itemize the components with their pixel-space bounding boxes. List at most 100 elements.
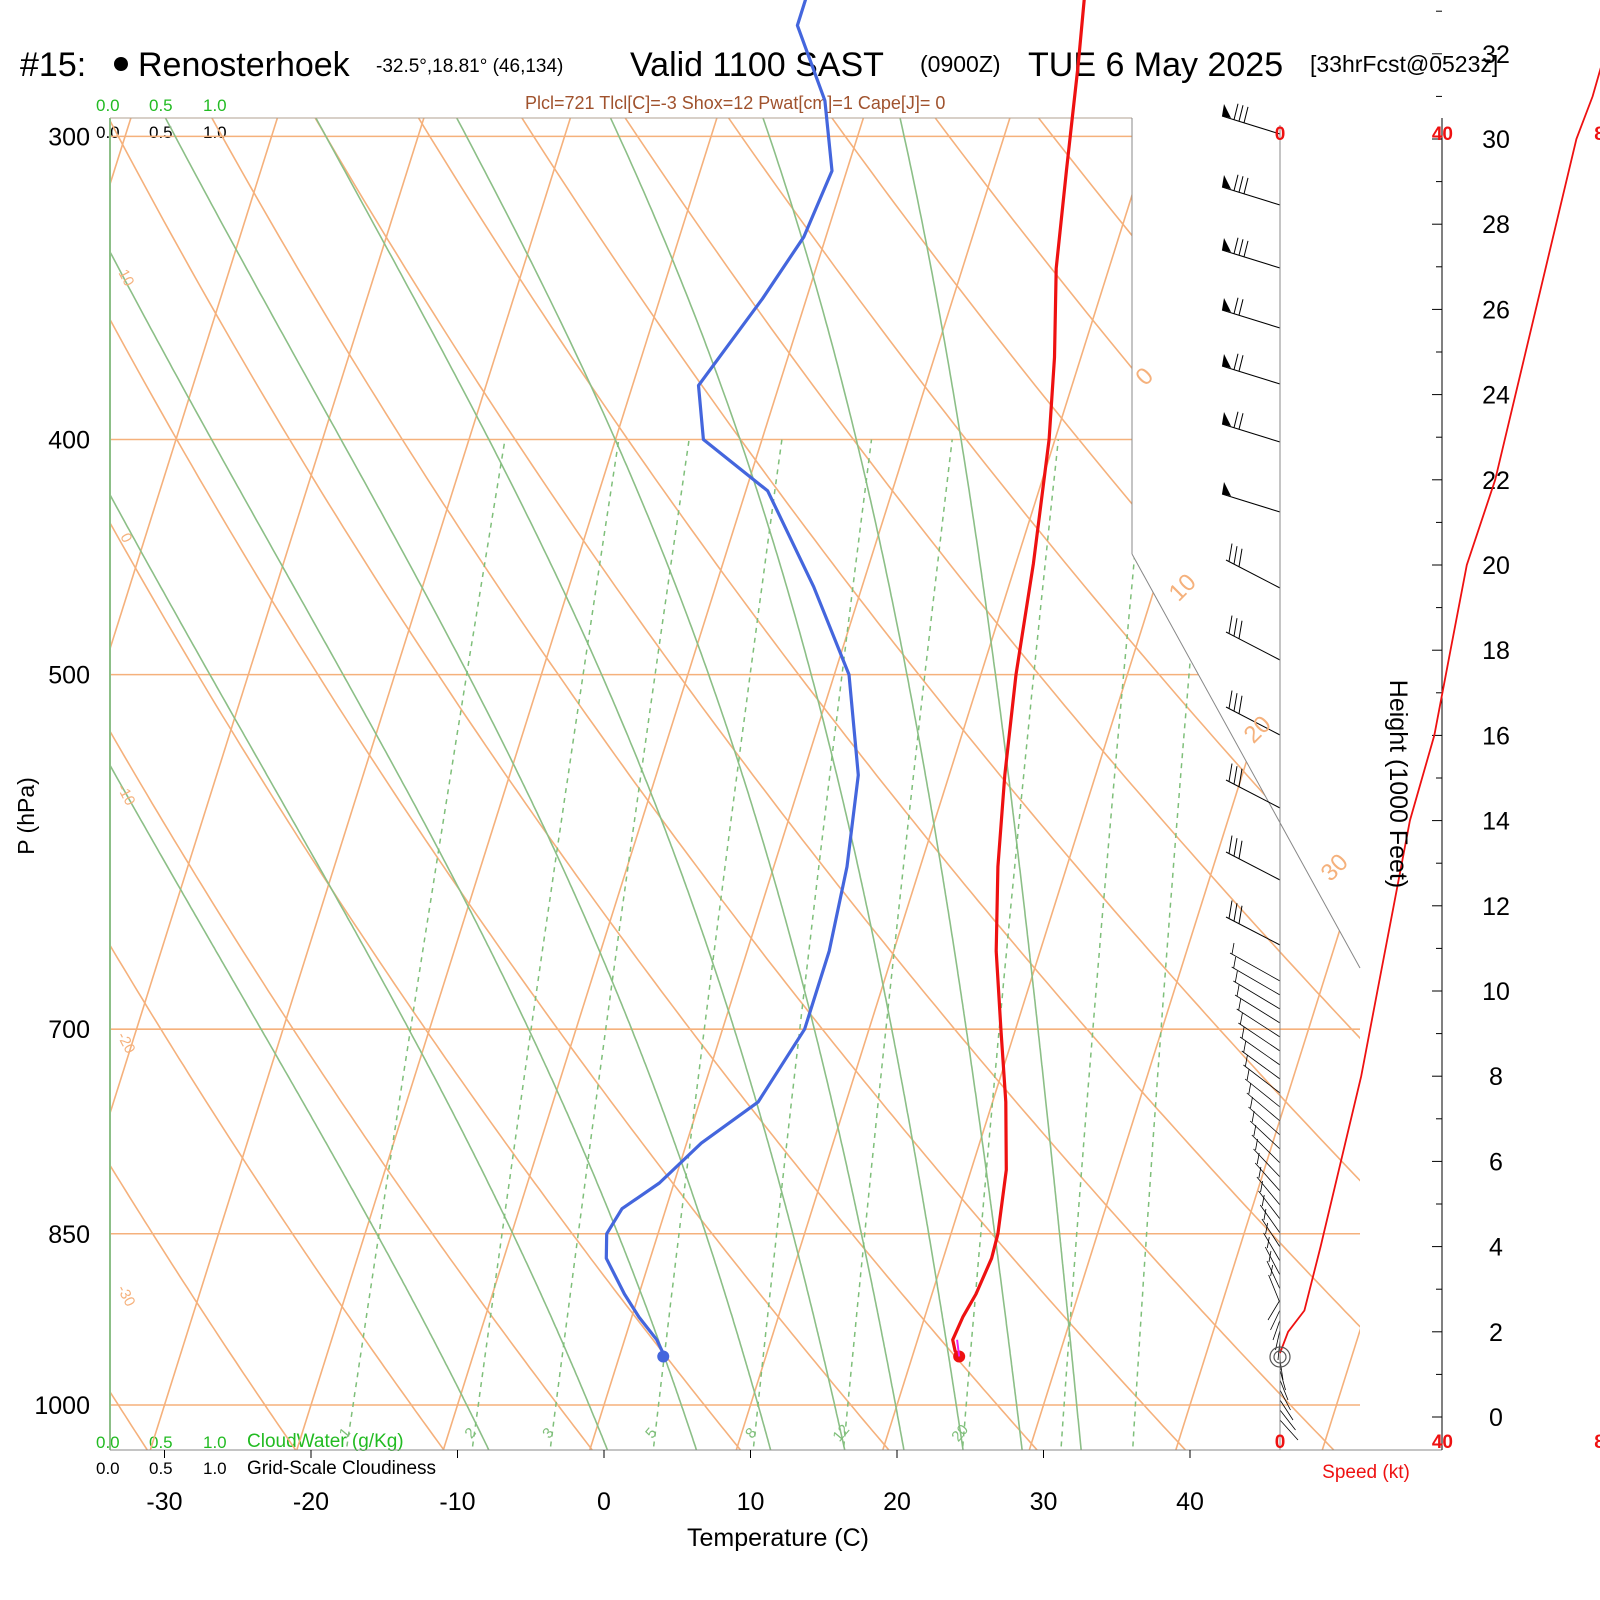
mixing-ratio-line [470, 439, 620, 1450]
profiles [604, 0, 1086, 1363]
wind-barb-flag [1238, 768, 1243, 787]
dry-adiabat-line [110, 118, 755, 1450]
x-tick-label: 40 [1176, 1488, 1204, 1516]
dry-adiabat-line [1005, 118, 1360, 1450]
wind-barb-shaft [1254, 1162, 1281, 1192]
dry-adiabat-line [110, 118, 904, 1450]
wind-barb-flag [1238, 413, 1244, 430]
wind-barb-flag [1233, 297, 1239, 314]
height-tick-label: 24 [1482, 382, 1510, 410]
indices-text: Plcl=721 Tlcl[C]=-3 Shox=12 Pwat[cm]=1 C… [525, 93, 945, 113]
wind-barb-flag [1238, 548, 1243, 567]
wind-barb-shaft [1251, 1134, 1281, 1164]
x-axis-title: Temperature (C) [687, 1524, 869, 1552]
wind-barb-shaft [1238, 1022, 1281, 1052]
wind-barb-pennant [1222, 482, 1231, 496]
isotherm-line [730, 118, 1212, 1450]
wind-barb-flag [1263, 1208, 1267, 1221]
forecast-info: [33hrFcst@0523z] [1310, 51, 1498, 77]
wind-barb-flag [1238, 299, 1244, 316]
wind-barb-flag [1228, 615, 1233, 634]
pressure-tick-label: 300 [48, 123, 90, 151]
pressure-tick-label: 500 [48, 662, 90, 690]
mixing-ratio-label: 8 [742, 1425, 760, 1442]
wind-barb-flag [1238, 840, 1243, 859]
cloud-bottom-green-0: 0.0 [96, 1433, 120, 1452]
axes: Temperature (C) P (hPa) Height (1000 Fee… [13, 123, 1412, 1552]
temperature-line [951, 0, 1086, 1358]
dry-adiabat-line [110, 118, 1053, 1450]
dry-adiabat-line [512, 118, 1360, 1450]
wind-barb-flag [1246, 1068, 1250, 1081]
height-tick-label: 30 [1482, 126, 1510, 154]
wind-barb-flag [1241, 1026, 1245, 1039]
height-tick-label: 16 [1482, 722, 1510, 750]
wind-barb-shaft [1279, 1419, 1299, 1441]
speed-tick-label: 80 [1594, 124, 1600, 145]
dry-adiabat-line [414, 118, 1360, 1450]
wind-barb-shaft [1221, 493, 1281, 513]
mixing-ratio-line [751, 439, 873, 1450]
wind-barb-flag [1245, 1054, 1248, 1067]
wind-barb-shaft [1221, 309, 1281, 329]
y-axis-title: P (hPa) [13, 777, 39, 855]
station-bullet-icon [114, 57, 128, 71]
dry-adiabat-line [217, 118, 1351, 1450]
wind-barb-shaft [1258, 1190, 1281, 1220]
wind-barb-shaft [1279, 1379, 1289, 1401]
cloud-bottom-black-0: 0.0 [96, 1459, 120, 1478]
wind-barb-pennant [1222, 354, 1231, 368]
wind-barb-pennant [1222, 238, 1231, 252]
pressure-tick-label: 1000 [34, 1392, 90, 1420]
cloud-bottom-green-2: 1.0 [203, 1433, 227, 1452]
speed-tick-label: 40 [1432, 124, 1453, 145]
wind-barb-shaft [1236, 1008, 1281, 1038]
speed-tick-label: 40 [1432, 1432, 1453, 1453]
x-tick-label: 10 [737, 1488, 765, 1516]
dry-adiabat-line [611, 118, 1360, 1450]
dry-adiabat-label: 10 [1164, 569, 1202, 607]
cloudiness-label: Grid-Scale Cloudiness [247, 1458, 436, 1479]
wind-barb-shaft [1275, 1329, 1281, 1351]
plot-frame [109, 117, 1442, 1451]
cloud-top-black-2: 1.0 [203, 123, 227, 142]
wind-barb-shaft [1279, 1399, 1294, 1421]
dry-adiabat-line [118, 118, 1202, 1450]
wind-barb-shaft [1253, 1148, 1281, 1178]
dry-adiabat-line [0, 0, 9, 1466]
valid-time: Valid 1100 SAST [630, 46, 884, 84]
height-tick-label: 22 [1482, 467, 1510, 495]
wind-barb-flag [1233, 353, 1239, 370]
wind-barb-shaft [1263, 1232, 1281, 1262]
wind-barb-shaft [1268, 1274, 1281, 1304]
wind-barb-flag [1238, 695, 1243, 714]
mixing-ratio-line [1059, 439, 1147, 1450]
moist-adiabat-line [221, 118, 850, 1450]
moist-adiabat-line [110, 118, 703, 1450]
mixing-ratio-label: 5 [642, 1425, 660, 1442]
mixing-ratio-label: 3 [539, 1425, 557, 1442]
isotherm-label: 10 [115, 267, 138, 290]
station-number: #15: [20, 46, 86, 84]
wind-barb-flag [1231, 942, 1235, 955]
wind-barb-flag [1260, 1180, 1263, 1193]
wind-barb-flag [1233, 766, 1238, 785]
wind-barb-flag [1243, 240, 1249, 257]
wind-barb-flag [1256, 1152, 1260, 1165]
calm-wind-icon [1269, 1346, 1291, 1368]
isotherm-line [110, 118, 333, 1450]
x-tick-label: 0 [597, 1488, 611, 1516]
dewpoint-line [604, 0, 860, 1357]
isotherm-line [876, 118, 1359, 1450]
dry-adiabat-label: 0 [1130, 362, 1159, 391]
wind-barb-flag [1251, 1110, 1255, 1123]
wind-barb-shaft [1221, 186, 1281, 206]
moist-adiabat-line [524, 118, 967, 1450]
wind-barb-flag [1238, 239, 1244, 256]
wind-barb-shaft [1221, 115, 1281, 135]
wind-barb-shaft [1221, 423, 1281, 443]
wind-barb-flag [1243, 106, 1249, 123]
wind-barb-shaft [1246, 1092, 1281, 1122]
height-axis-title: Height (1000 Feet) [1384, 680, 1412, 888]
